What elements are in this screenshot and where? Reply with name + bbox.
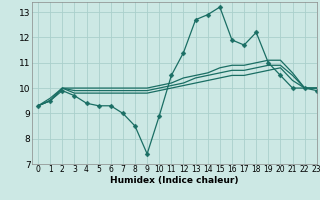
- X-axis label: Humidex (Indice chaleur): Humidex (Indice chaleur): [110, 176, 239, 185]
